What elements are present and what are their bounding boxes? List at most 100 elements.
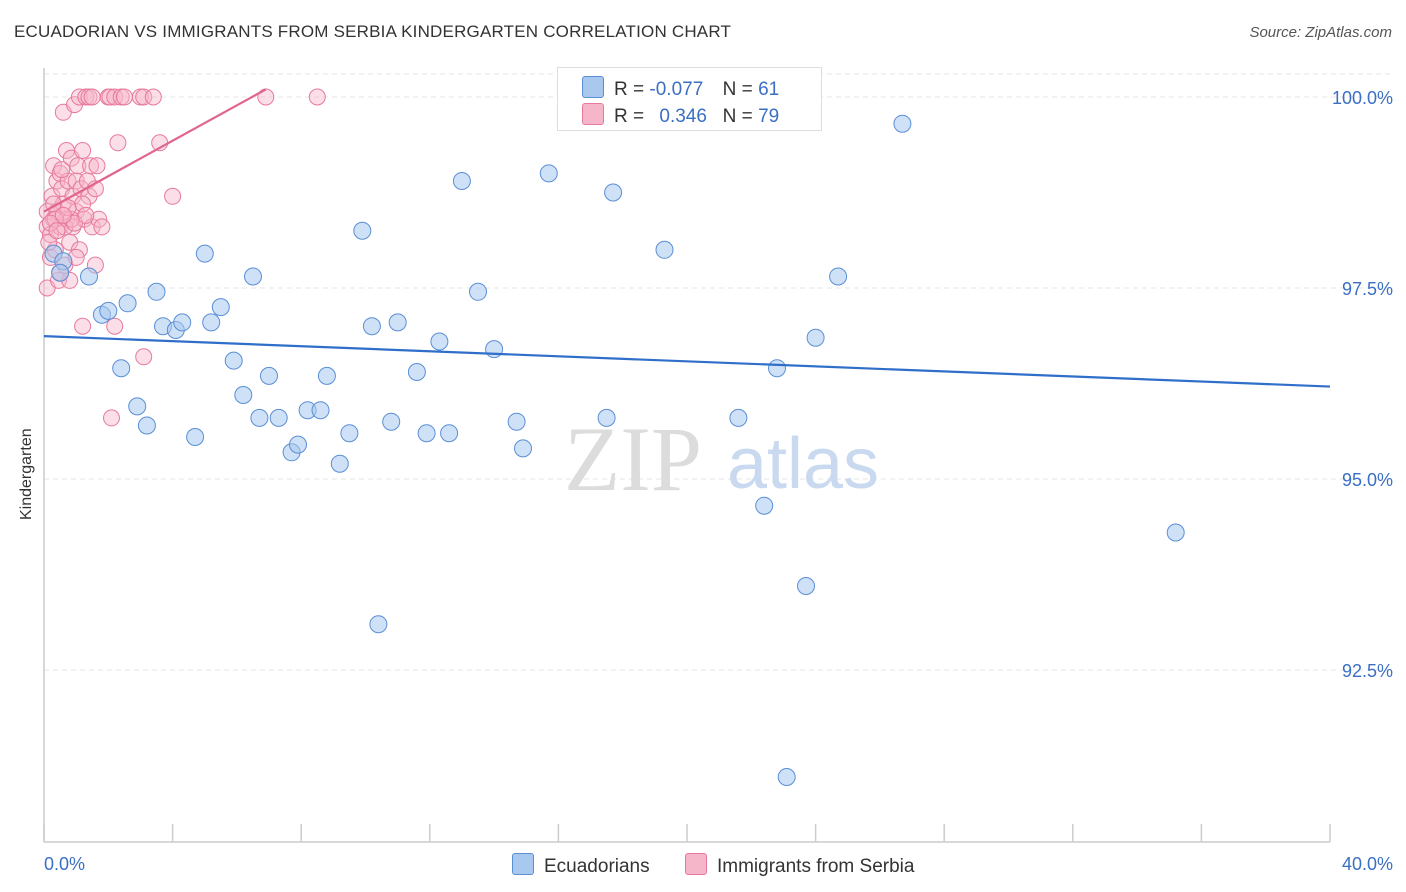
data-point-ecuadorians: [112, 359, 131, 378]
data-point-ecuadorians: [244, 267, 262, 286]
data-point-serbia: [54, 206, 72, 224]
data-point-serbia: [70, 88, 88, 106]
data-point-ecuadorians: [514, 439, 532, 458]
data-point-ecuadorians: [597, 408, 616, 427]
legend-row-serbia: R = 0.346 N = 79: [582, 103, 779, 128]
data-point-ecuadorians: [777, 768, 796, 786]
series-ecuadorians-points: [44, 88, 1185, 786]
data-point-ecuadorians: [202, 313, 221, 332]
data-point-ecuadorians: [417, 424, 436, 443]
data-point-ecuadorians: [829, 267, 848, 286]
legend-r-label: R =: [614, 79, 645, 100]
data-point-serbia: [115, 88, 133, 106]
data-point-ecuadorians: [362, 317, 381, 336]
data-point-serbia: [74, 142, 92, 159]
data-point-ecuadorians: [369, 615, 388, 634]
data-point-ecuadorians: [340, 424, 359, 443]
bottom-legend-swatch-blue: [512, 853, 534, 875]
data-point-ecuadorians: [430, 332, 449, 351]
data-point-serbia: [83, 88, 101, 106]
bottom-legend-ecuadorians: Ecuadorians: [512, 853, 650, 878]
data-point-ecuadorians: [224, 351, 243, 370]
y-tick-label: 97.5%: [1342, 279, 1393, 299]
data-point-ecuadorians: [893, 114, 912, 133]
bottom-legend-label-serbia: Immigrants from Serbia: [717, 856, 915, 877]
data-point-ecuadorians: [186, 428, 205, 446]
data-point-ecuadorians: [250, 408, 269, 427]
data-point-serbia: [77, 206, 95, 224]
data-point-ecuadorians: [382, 412, 401, 431]
x-tick-labels: 0.0% 40.0%: [44, 854, 1393, 874]
data-point-ecuadorians: [797, 577, 815, 595]
legend-n-label: N =: [722, 79, 753, 100]
data-point-ecuadorians: [755, 496, 774, 515]
data-point-serbia: [144, 88, 162, 106]
data-point-serbia: [106, 88, 124, 106]
data-point-ecuadorians: [317, 366, 336, 385]
data-point-serbia: [53, 161, 71, 179]
bottom-legend-label-ecuadorians: Ecuadorians: [544, 856, 650, 877]
y-tick-label: 95.0%: [1342, 470, 1393, 490]
trend-line-serbia: [43, 88, 267, 213]
data-point-ecuadorians: [452, 172, 471, 190]
data-point-ecuadorians: [806, 328, 825, 347]
chart-title: ECUADORIAN VS IMMIGRANTS FROM SERBIA KIN…: [14, 22, 732, 41]
data-point-ecuadorians: [507, 412, 526, 431]
data-point-ecuadorians: [211, 298, 230, 317]
legend-swatch-blue: [582, 76, 604, 98]
data-point-serbia: [103, 409, 120, 427]
y-tick-label: 92.5%: [1342, 661, 1393, 681]
source-credit: Source: ZipAtlas.com: [1249, 24, 1392, 41]
correlation-legend: R = -0.077 N = 61 R = 0.346 N = 79: [557, 67, 822, 131]
data-point-ecuadorians: [539, 164, 558, 183]
data-point-ecuadorians: [655, 240, 674, 259]
legend-r-value-pink: 0.346: [659, 106, 707, 127]
data-point-serbia: [82, 157, 100, 175]
watermark-zip: ZIP: [564, 408, 702, 510]
data-point-ecuadorians: [173, 313, 192, 332]
data-point-serbia: [135, 348, 153, 366]
data-point-ecuadorians: [234, 386, 253, 404]
legend-row-ecuadorians: R = -0.077 N = 61: [582, 76, 779, 101]
bottom-legend-swatch-pink: [685, 853, 707, 875]
data-point-ecuadorians: [147, 282, 166, 301]
data-point-serbia: [308, 88, 326, 106]
data-point-serbia: [109, 134, 127, 152]
data-point-ecuadorians: [407, 363, 426, 381]
data-point-ecuadorians: [768, 359, 786, 378]
data-point-ecuadorians: [289, 435, 307, 454]
legend-n-value-blue: 61: [758, 79, 780, 100]
data-point-ecuadorians: [1166, 523, 1185, 542]
data-point-ecuadorians: [269, 408, 288, 427]
data-point-ecuadorians: [330, 454, 349, 473]
watermark: ZIP atlas: [564, 408, 879, 510]
data-point-serbia: [135, 88, 153, 106]
data-point-ecuadorians: [440, 424, 459, 443]
bottom-legend-serbia: Immigrants from Serbia: [685, 853, 914, 878]
data-point-ecuadorians: [137, 416, 156, 435]
legend-swatch-pink: [582, 103, 604, 125]
data-point-serbia: [164, 187, 182, 205]
data-point-ecuadorians: [51, 263, 70, 282]
trend-line-ecuadorians: [43, 335, 1331, 388]
data-point-ecuadorians: [80, 267, 98, 286]
data-point-ecuadorians: [353, 221, 372, 240]
data-point-serbia: [74, 317, 92, 335]
data-point-ecuadorians: [118, 294, 137, 313]
series-serbia-points: [38, 88, 326, 427]
data-point-ecuadorians: [260, 366, 278, 385]
data-point-ecuadorians: [604, 183, 623, 202]
legend-n-label: N =: [722, 106, 753, 127]
y-tick-label: 100.0%: [1332, 88, 1393, 108]
data-point-ecuadorians: [195, 244, 214, 263]
watermark-atlas: atlas: [727, 424, 879, 504]
legend-r-value-blue: -0.077: [649, 79, 704, 100]
x-tick-label-min: 0.0%: [44, 854, 85, 874]
data-point-ecuadorians: [128, 397, 147, 416]
legend-n-value-pink: 79: [758, 106, 780, 127]
data-point-ecuadorians: [99, 301, 118, 320]
data-point-serbia: [69, 157, 87, 175]
data-point-serbia: [48, 222, 66, 240]
data-point-ecuadorians: [469, 282, 487, 301]
